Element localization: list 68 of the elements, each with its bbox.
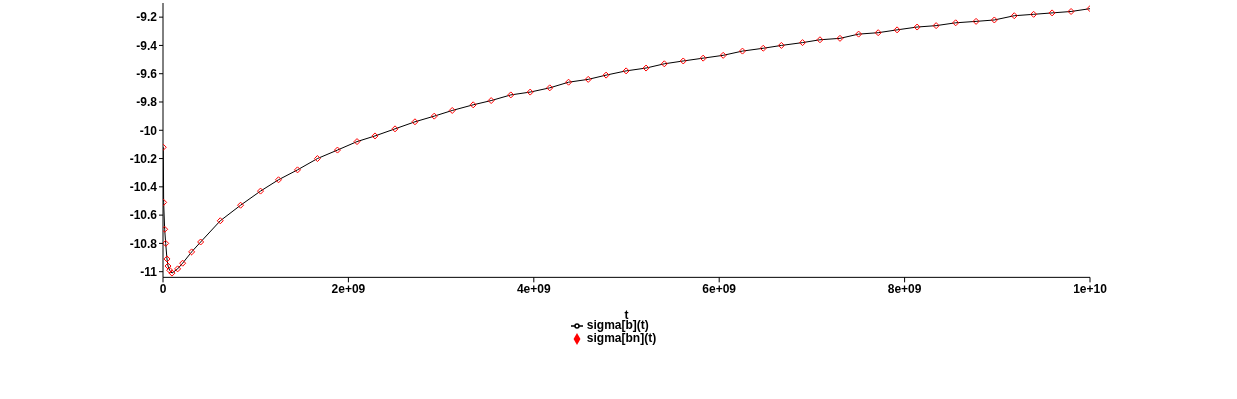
point	[216, 217, 224, 225]
x-tick-label: 1e+10	[1073, 281, 1108, 296]
point	[313, 155, 321, 163]
y-tick-label: -10.2	[129, 151, 158, 166]
point	[1010, 12, 1018, 20]
point	[353, 138, 361, 146]
point	[679, 57, 687, 65]
point	[507, 91, 515, 99]
point	[179, 259, 187, 267]
point	[448, 106, 456, 114]
point	[816, 36, 824, 44]
point	[584, 75, 592, 83]
point	[237, 201, 245, 209]
point	[699, 54, 707, 62]
point	[759, 44, 767, 52]
x-tick-label: 4e+09	[516, 281, 551, 296]
point	[565, 78, 573, 86]
point	[391, 125, 399, 133]
legend-label: sigma[b](t)	[586, 318, 649, 333]
point	[469, 101, 477, 109]
point	[430, 112, 438, 120]
point	[188, 248, 196, 256]
point	[197, 238, 205, 246]
point	[874, 29, 882, 37]
point	[275, 176, 282, 184]
point	[622, 67, 630, 75]
point	[660, 60, 668, 68]
x-tick-label: 2e+09	[331, 281, 366, 296]
point	[257, 187, 265, 195]
point	[174, 265, 182, 273]
point	[642, 64, 650, 72]
y-tick-label: -9.4	[136, 38, 158, 53]
y-tick-label: -10.6	[129, 208, 158, 223]
point	[855, 30, 863, 38]
point	[333, 146, 341, 154]
point	[738, 47, 746, 55]
point	[294, 166, 302, 174]
x-tick-label: 0	[159, 281, 167, 296]
y-tick-label: -11	[140, 264, 158, 279]
y-tick-label: -9.6	[136, 66, 158, 81]
point	[972, 17, 980, 25]
point	[487, 97, 495, 105]
point	[1067, 7, 1075, 15]
x-tick-label: 6e+09	[702, 281, 737, 296]
x-tick-label: 8e+09	[887, 281, 922, 296]
legend-label: sigma[bn](t)	[586, 331, 657, 346]
point	[952, 19, 960, 27]
point	[411, 118, 419, 126]
y-tick-label: -9.8	[136, 95, 158, 110]
point	[893, 26, 901, 34]
point	[163, 239, 170, 247]
point	[602, 71, 610, 79]
y-tick-label: -10.8	[129, 236, 158, 251]
y-tick-label: -10	[139, 123, 158, 138]
point	[163, 225, 169, 233]
y-tick-label: -10.4	[129, 180, 158, 195]
point	[1048, 9, 1056, 17]
point	[836, 34, 844, 42]
point	[526, 88, 534, 96]
y-tick-label: -9.2	[136, 10, 158, 25]
point	[546, 84, 554, 92]
point	[719, 51, 727, 59]
point	[932, 22, 940, 30]
point	[1030, 10, 1038, 18]
point	[990, 16, 998, 24]
point	[777, 41, 785, 49]
point	[799, 39, 807, 47]
point	[913, 23, 921, 31]
